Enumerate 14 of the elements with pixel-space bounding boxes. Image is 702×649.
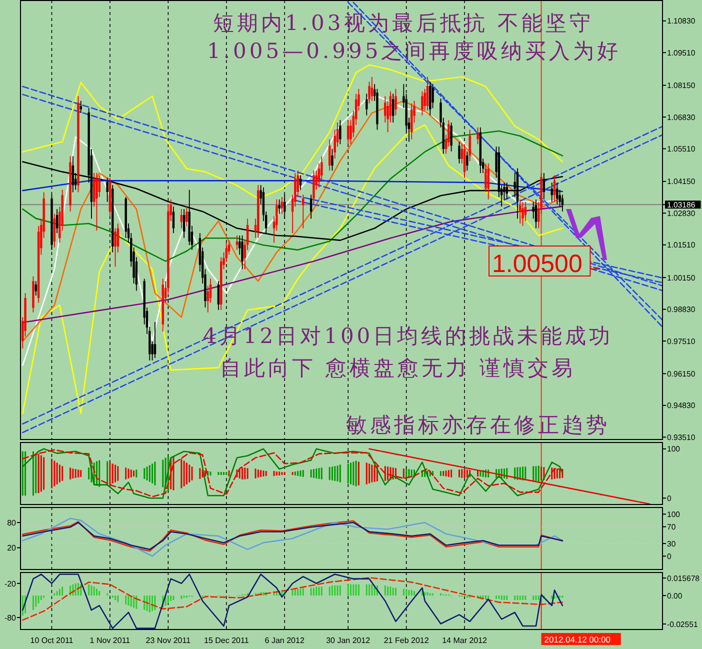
ref-line-label: 2012.04.12 00:00 [544,634,611,644]
y2-tick-label: -20 [4,579,17,588]
x-tick-label: 6 Jan 2012 [264,636,305,645]
annotation: 1.00500 [492,250,582,278]
y2-tick-label: 80 [7,518,17,528]
x-tick-label: 21 Feb 2012 [384,636,430,645]
y2-tick-label: 20 [7,544,17,553]
x-tick-label: 23 Nov 2011 [146,636,192,645]
y2-tick-label: -80 [4,613,17,622]
x-tick-label: 30 Jan 2012 [326,636,371,645]
x-tick-label: 1 Nov 2011 [90,636,131,645]
x-tick-label: 15 Dec 2011 [204,636,250,645]
x-tick-label: 14 Mar 2012 [442,636,488,645]
x-tick-label: 10 Oct 2011 [30,636,74,645]
